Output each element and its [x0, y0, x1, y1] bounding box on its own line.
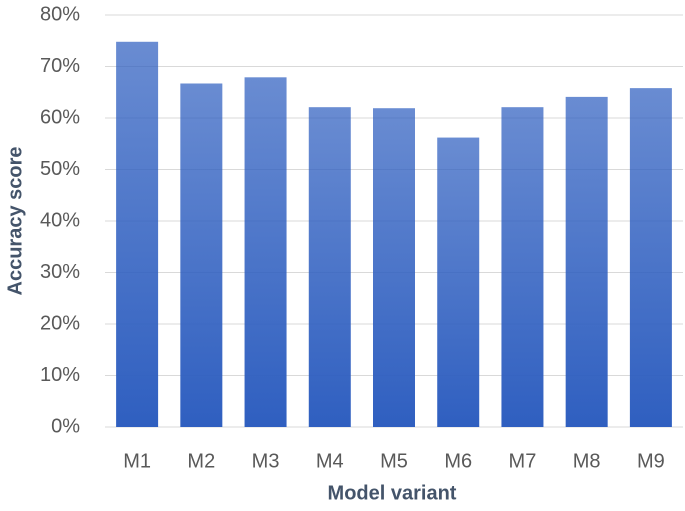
y-tick-label: 60% — [40, 106, 80, 128]
y-tick-label: 30% — [40, 261, 80, 283]
y-axis-title: Accuracy score — [4, 147, 26, 296]
x-tick-label: M5 — [380, 450, 408, 472]
x-tick-label: M4 — [316, 450, 344, 472]
x-tick-label: M9 — [637, 450, 665, 472]
bar — [629, 88, 672, 427]
bar — [373, 108, 415, 427]
x-tick-label: M2 — [187, 450, 215, 472]
y-tick-label: 80% — [40, 3, 80, 25]
y-tick-label: 40% — [40, 209, 80, 231]
x-tick-label: M7 — [509, 450, 537, 472]
bar — [308, 107, 351, 427]
bar — [244, 77, 287, 427]
bar — [180, 83, 223, 428]
x-axis-title: Model variant — [328, 482, 457, 504]
y-tick-label: 20% — [40, 312, 80, 334]
x-tick-label: M3 — [252, 450, 280, 472]
bar — [501, 107, 544, 427]
y-tick-label: 10% — [40, 364, 80, 386]
bar — [437, 137, 480, 427]
y-tick-label: 50% — [40, 158, 80, 180]
x-tick-label: M6 — [444, 450, 472, 472]
y-tick-label: 70% — [40, 55, 80, 77]
y-tick-label: 0% — [51, 415, 80, 437]
x-tick-label: M8 — [573, 450, 601, 472]
bar — [565, 96, 608, 427]
x-tick-label: M1 — [123, 450, 151, 472]
bar — [116, 41, 159, 427]
